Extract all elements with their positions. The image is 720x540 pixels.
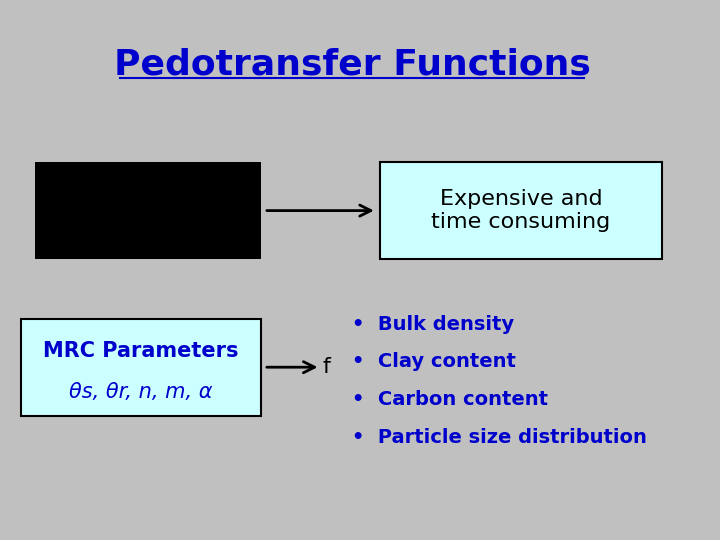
Text: θs, θr, n, m, α: θs, θr, n, m, α: [69, 381, 212, 402]
Bar: [35, 162, 261, 259]
Text: f: f: [323, 357, 330, 377]
Bar: [21, 319, 261, 416]
Text: •  Bulk density: • Bulk density: [352, 314, 514, 334]
Text: Pedotransfer Functions: Pedotransfer Functions: [114, 48, 590, 82]
Text: MRC Parameters: MRC Parameters: [43, 341, 238, 361]
Text: •  Carbon content: • Carbon content: [352, 390, 548, 409]
Text: •  Clay content: • Clay content: [352, 352, 516, 372]
Bar: [380, 162, 662, 259]
Text: •  Particle size distribution: • Particle size distribution: [352, 428, 647, 447]
Text: Expensive and
time consuming: Expensive and time consuming: [431, 189, 611, 232]
